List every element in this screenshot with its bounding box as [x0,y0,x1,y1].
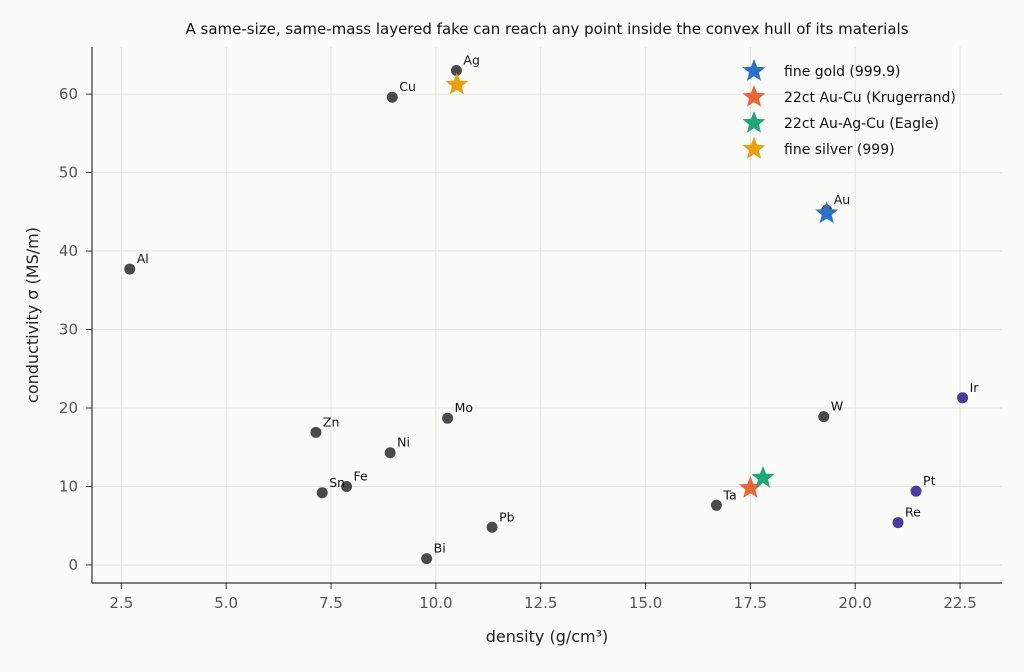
x-tick-label: 20.0 [839,594,872,612]
point-fe [341,480,353,492]
y-tick-label: 20 [59,399,78,417]
point-label-sn: Sn [329,475,345,490]
star-marker-1 [815,201,839,224]
point-label-ir: Ir [970,380,980,395]
point-pt [910,485,922,497]
point-label-ni: Ni [397,435,410,450]
y-tick-label: 60 [59,85,78,103]
y-axis-title: conductivity σ (MS/m) [23,227,42,403]
x-tick-label: 10.0 [419,594,452,612]
x-axis-title: density (g/cm³) [486,627,609,646]
point-cu [386,91,398,103]
legend-star-3 [742,111,766,133]
point-label-cu: Cu [399,79,416,94]
x-tick-label: 17.5 [734,594,767,612]
point-mo [442,412,454,424]
blend-stars [445,72,839,498]
ticks: 2.5 5.0 7.5 10.0 12.5 15.0 17.5 20.0 22.5 0 10 20 30… [59,85,977,612]
legend-label-4: fine silver (999) [784,142,895,158]
axes [91,47,1002,584]
point-pb [486,521,498,533]
point-ta [710,499,722,511]
y-tick-label: 40 [59,242,78,260]
point-label-pb: Pb [499,509,515,524]
point-label-fe: Fe [354,468,369,483]
grid [92,47,1002,583]
x-tick-label: 7.5 [319,594,343,612]
x-tick-label: 22.5 [943,594,976,612]
point-label-bi: Bi [434,541,446,556]
y-tick-label: 10 [59,477,78,495]
x-tick-label: 15.0 [629,594,662,612]
y-tick-label: 30 [59,321,78,339]
data-points: Ag Cu Au Al Ir W Mo Zn Ni Fe Sn Pt Ta Pb Re Bi [124,53,979,565]
x-tick-label: 2.5 [109,594,133,612]
x-tick-label: 12.5 [524,594,557,612]
point-label-re: Re [905,505,921,520]
chart-title: A same-size, same-mass layered fake can … [185,20,908,38]
point-label-au: Au [834,192,850,207]
legend-star-2 [742,85,766,107]
point-ir [957,392,969,404]
y-tick-label: 50 [59,164,78,182]
point-label-al: Al [137,251,149,266]
point-sn [316,487,328,499]
point-ni [384,447,396,459]
y-tick-label: 0 [68,556,78,574]
legend-star-1 [742,59,766,81]
legend: fine gold (999.9) 22ct Au-Cu (Krugerrand)… [742,59,956,159]
point-bi [421,553,433,565]
point-label-ag: Ag [463,53,480,68]
point-label-mo: Mo [455,400,473,415]
x-tick-label: 5.0 [214,594,238,612]
point-al [124,263,136,275]
legend-label-3: 22ct Au-Ag-Cu (Eagle) [784,116,939,132]
point-zn [310,426,322,438]
point-re [892,517,904,529]
star-marker-2 [738,476,762,498]
star-marker-3 [751,465,775,488]
point-label-zn: Zn [323,414,340,429]
point-ag [450,65,462,77]
legend-label-1: fine gold (999.9) [784,64,900,80]
legend-star-4 [742,137,766,159]
star-marker-4 [445,72,469,95]
point-label-pt: Pt [923,473,936,488]
point-label-ta: Ta [722,487,736,502]
legend-label-2: 22ct Au-Cu (Krugerrand) [784,90,956,106]
point-label-w: W [831,399,843,414]
point-w [818,411,830,423]
